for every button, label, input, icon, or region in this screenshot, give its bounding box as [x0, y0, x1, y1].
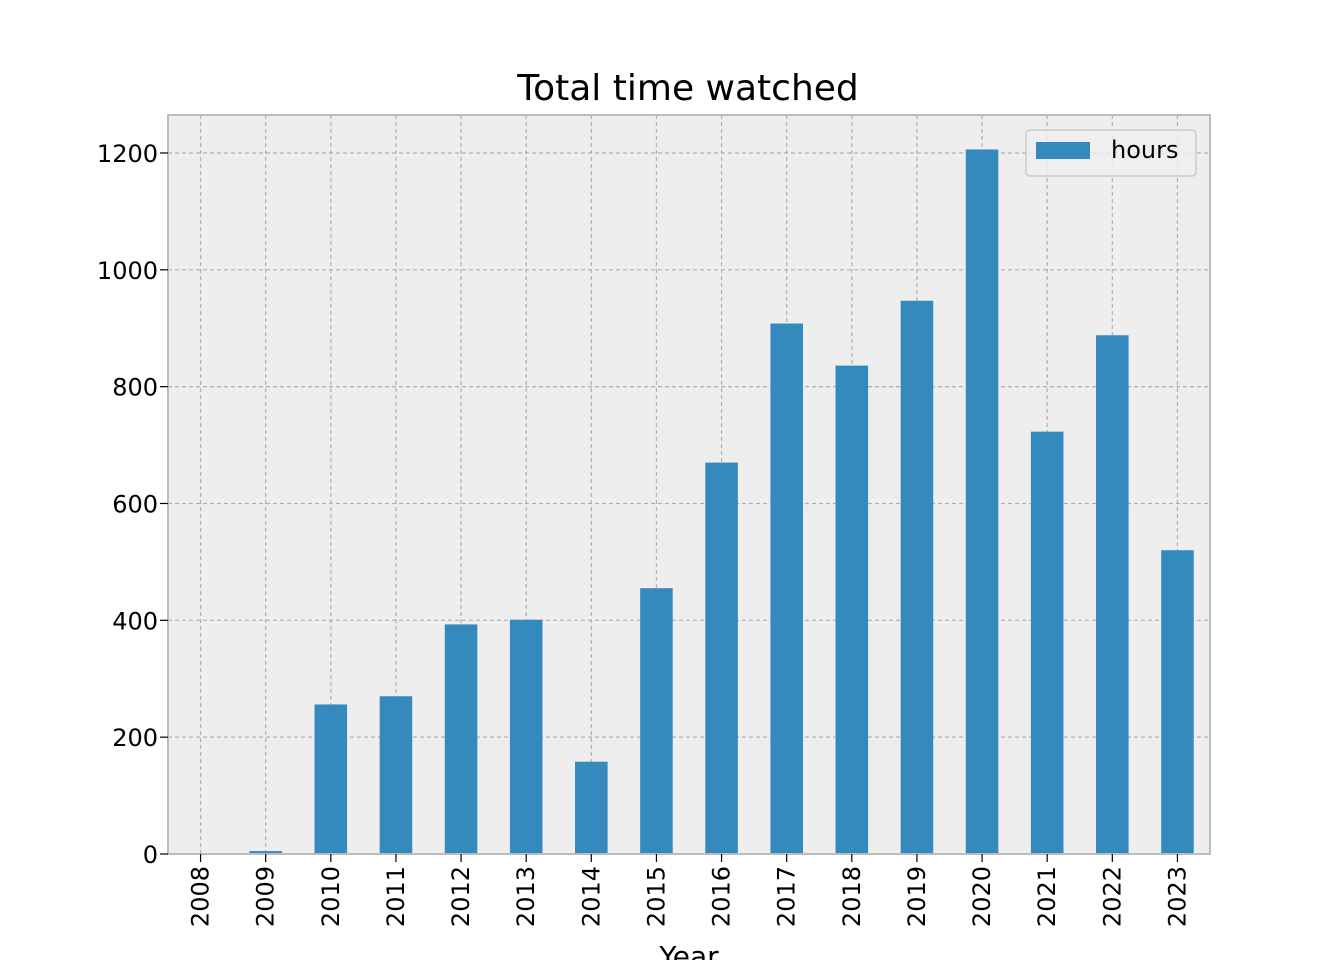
x-tick-label: 2016 [708, 866, 736, 927]
bar-2017 [770, 323, 803, 854]
x-tick-label: 2020 [968, 866, 996, 927]
x-axis-ticks: 2008 2009 2010 2011 2012 2013 2014 2015 2016 2017… [187, 854, 1191, 927]
y-axis-ticks: 0 200 400 600 800 1000 1200 [97, 140, 168, 869]
bar-2012 [444, 624, 478, 854]
bar-2021 [1030, 431, 1064, 854]
y-tick-label: 1000 [97, 257, 158, 285]
legend: hours [1025, 129, 1197, 177]
bar-2016 [705, 462, 738, 854]
legend-box [1025, 129, 1197, 177]
x-tick-label: 2021 [1033, 866, 1061, 927]
x-tick-label: 2023 [1163, 866, 1191, 927]
legend-label: hours [1111, 136, 1178, 164]
y-tick-label: 1200 [97, 140, 158, 168]
y-tick-label: 800 [112, 374, 158, 402]
x-tick-label: 2014 [577, 866, 605, 927]
x-tick-label: 2012 [447, 866, 475, 927]
x-tick-label: 2008 [187, 866, 215, 927]
y-tick-label: 400 [112, 607, 158, 635]
bar-2018 [835, 365, 869, 854]
y-tick-label: 200 [112, 724, 158, 752]
x-tick-label: 2013 [512, 866, 540, 927]
bars [249, 149, 1194, 855]
bar-2020 [965, 149, 999, 855]
plot-frame [167, 114, 1211, 855]
x-tick-label: 2009 [252, 866, 280, 927]
x-tick-label: 2018 [838, 866, 866, 927]
x-tick-label: 2019 [903, 866, 931, 927]
x-axis-label: Year [658, 940, 719, 960]
bar-2010 [314, 704, 348, 854]
x-tick-label: 2022 [1098, 866, 1126, 927]
chart-title: Total time watched [516, 68, 859, 109]
bar-2022 [1096, 335, 1129, 855]
legend-swatch [1036, 142, 1090, 159]
bar-2019 [900, 300, 934, 854]
y-tick-label: 0 [143, 841, 158, 869]
bar-2013 [509, 619, 543, 854]
bar-2009 [249, 851, 282, 854]
x-tick-label: 2010 [317, 866, 345, 927]
bar-2015 [640, 588, 673, 854]
bar-2011 [379, 696, 413, 854]
bar-2014 [575, 761, 608, 854]
bar-2023 [1161, 550, 1194, 854]
x-tick-label: 2015 [642, 866, 670, 927]
x-tick-label: 2011 [382, 866, 410, 927]
y-tick-label: 600 [112, 490, 158, 518]
x-tick-label: 2017 [773, 866, 801, 927]
